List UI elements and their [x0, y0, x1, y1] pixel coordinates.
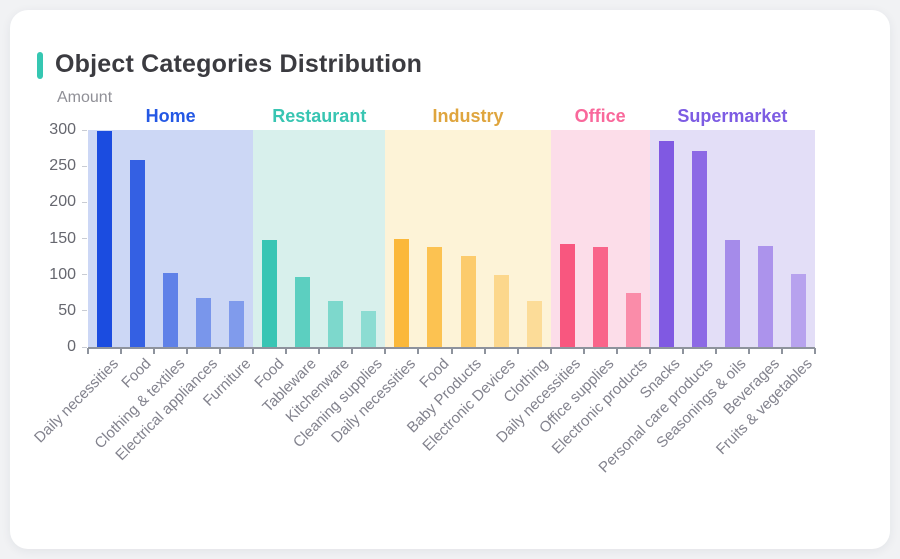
x-axis-tick-mark	[450, 348, 453, 354]
bar-supermarket-seasonings-oils	[724, 239, 740, 347]
bar-industry-clothing	[526, 301, 542, 347]
x-axis-tick-mark	[186, 348, 189, 354]
y-axis-title: Amount	[57, 89, 113, 106]
x-axis-tick-mark	[648, 348, 651, 354]
x-axis-tick-mark	[780, 348, 783, 354]
group-header-restaurant: Restaurant	[272, 106, 367, 126]
bar-restaurant-cleaning-supplies	[361, 310, 377, 347]
y-axis-tick-label: 100	[49, 265, 76, 283]
x-axis-tick-mark	[318, 348, 321, 354]
group-header-industry: Industry	[432, 106, 504, 126]
bar-supermarket-snacks	[658, 140, 674, 347]
x-axis-tick-mark	[252, 348, 255, 354]
group-header-home: Home	[145, 106, 196, 126]
y-axis-tick-label: 150	[49, 229, 76, 247]
y-axis-tick-mark	[82, 238, 87, 239]
bar-industry-electronic-devices	[493, 275, 509, 347]
x-axis-tick-mark	[582, 348, 585, 354]
x-axis-tick-mark	[87, 348, 89, 354]
chart-title: Object Categories Distribution	[55, 50, 423, 78]
bar-office-electronic-products	[625, 292, 641, 347]
x-axis-tick-mark	[615, 348, 618, 354]
bar-home-electrical-appliances	[196, 297, 212, 347]
x-axis-tick-mark	[814, 348, 816, 354]
x-axis-tick-mark	[351, 348, 354, 354]
title-accent-bar	[37, 52, 43, 79]
bar-industry-baby-products	[460, 255, 476, 347]
bar-home-furniture	[229, 301, 245, 347]
bar-supermarket-personal-care-products	[691, 150, 707, 347]
x-axis-tick-mark	[549, 348, 552, 354]
y-axis-tick-mark	[82, 346, 87, 348]
y-axis-tick-label: 250	[49, 157, 76, 175]
bar-home-daily-necessities	[97, 131, 113, 347]
bar-supermarket-beverages	[757, 245, 773, 347]
bar-restaurant-food	[262, 239, 278, 347]
x-axis-tick-mark	[417, 348, 420, 354]
x-axis-tick-mark	[219, 348, 222, 354]
x-axis-tick-mark	[747, 348, 750, 354]
group-header-office: Office	[574, 106, 626, 126]
y-axis-tick-mark	[82, 274, 87, 276]
y-axis-tick-mark	[82, 165, 87, 167]
group-header-supermarket: Supermarket	[677, 106, 788, 126]
y-axis-tick-mark	[82, 129, 87, 131]
x-axis-tick-mark	[120, 348, 123, 354]
x-axis-tick-mark	[516, 348, 519, 354]
bar-chart: 0 50 100 150 200 250 300 Home Daily necessities F…	[10, 10, 890, 549]
y-axis-tick-mark	[82, 310, 87, 312]
bar-restaurant-tableware	[295, 276, 311, 347]
x-axis-tick-mark	[285, 348, 288, 354]
y-axis-tick-label: 50	[58, 301, 76, 319]
x-axis-tick-mark	[153, 348, 156, 354]
x-axis-tick-mark	[483, 348, 486, 354]
y-axis-tick-mark	[82, 201, 87, 203]
y-axis-tick-label: 0	[67, 338, 76, 355]
bar-industry-food	[427, 247, 443, 347]
x-axis-tick-mark	[384, 348, 387, 354]
bar-home-clothing-textiles	[163, 273, 179, 347]
bar-supermarket-fruits-vegetables	[790, 273, 806, 347]
x-axis-tick-mark	[681, 348, 684, 354]
bar-industry-daily-necessities	[394, 238, 410, 347]
y-axis-tick-label: 200	[49, 193, 76, 211]
bar-home-food	[130, 160, 146, 347]
bar-restaurant-kitchenware	[328, 300, 344, 347]
bar-office-daily-necessities	[559, 244, 575, 347]
y-axis-tick-label: 300	[49, 121, 76, 138]
x-axis-tick-mark	[714, 348, 717, 354]
bar-office-office-supplies	[592, 247, 608, 347]
